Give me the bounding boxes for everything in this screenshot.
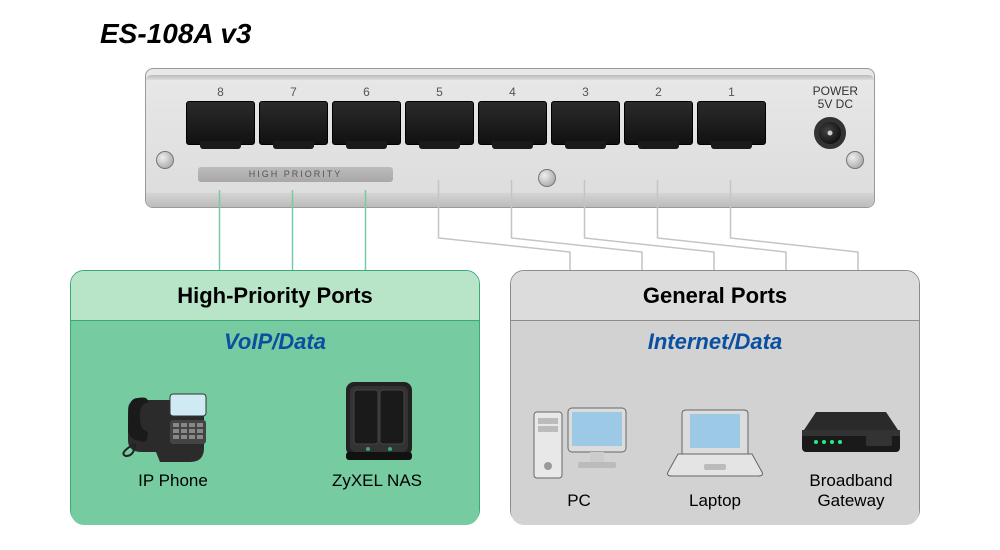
ethernet-port-icon	[332, 101, 401, 145]
screw-middle	[538, 169, 556, 187]
port-8: 8	[186, 101, 255, 151]
port-number: 4	[509, 85, 516, 99]
power-text-2: 5V DC	[818, 97, 853, 111]
general-subtitle: Internet/Data	[648, 329, 782, 355]
port-number: 6	[363, 85, 370, 99]
general-body: Internet/Data PC Laptop BroadbandGateway	[511, 321, 919, 525]
port-number: 5	[436, 85, 443, 99]
product-title: ES-108A v3	[100, 18, 252, 50]
switch-device: 87654321 HIGH PRIORITY POWER 5V DC	[145, 68, 875, 208]
gateway-icon	[796, 365, 906, 465]
port-number: 1	[728, 85, 735, 99]
general-devices: PC Laptop BroadbandGateway	[511, 365, 919, 510]
ethernet-port-icon	[186, 101, 255, 145]
device-nas: ZyXEL NAS	[322, 365, 432, 491]
high-priority-devices: IP Phone ZyXEL NAS	[71, 365, 479, 491]
port-5: 5	[405, 101, 474, 151]
device-label: PC	[567, 491, 591, 511]
port-3: 3	[551, 101, 620, 151]
power-label: POWER 5V DC	[813, 85, 858, 111]
screw-right	[846, 151, 864, 169]
port-1: 1	[697, 101, 766, 151]
device-label: Laptop	[689, 491, 741, 511]
device-label: ZyXEL NAS	[332, 471, 422, 491]
ethernet-port-icon	[624, 101, 693, 145]
port-7: 7	[259, 101, 328, 151]
port-4: 4	[478, 101, 547, 151]
device-pc: PC	[524, 385, 634, 511]
device-gateway: BroadbandGateway	[796, 365, 906, 510]
device-label: IP Phone	[138, 471, 208, 491]
high-priority-subtitle: VoIP/Data	[224, 329, 326, 355]
pc-icon	[524, 385, 634, 485]
high-priority-box: High-Priority Ports VoIP/Data IP Phone Z…	[70, 270, 480, 524]
port-number: 3	[582, 85, 589, 99]
device-label: BroadbandGateway	[809, 471, 892, 510]
screw-left	[156, 151, 174, 169]
laptop-icon	[660, 385, 770, 485]
ethernet-port-icon	[259, 101, 328, 145]
high-priority-strip: HIGH PRIORITY	[198, 167, 393, 182]
port-6: 6	[332, 101, 401, 151]
device-laptop: Laptop	[660, 385, 770, 511]
ethernet-port-icon	[405, 101, 474, 145]
ip-phone-icon	[118, 365, 228, 465]
port-number: 8	[217, 85, 224, 99]
nas-icon	[322, 365, 432, 465]
power-text-1: POWER	[813, 84, 858, 98]
ports-row: 87654321	[186, 101, 766, 151]
general-box: General Ports Internet/Data PC Laptop Br…	[510, 270, 920, 524]
port-2: 2	[624, 101, 693, 151]
general-title: General Ports	[511, 271, 919, 321]
ethernet-port-icon	[551, 101, 620, 145]
high-priority-title: High-Priority Ports	[71, 271, 479, 321]
port-number: 7	[290, 85, 297, 99]
ethernet-port-icon	[697, 101, 766, 145]
port-number: 2	[655, 85, 662, 99]
ethernet-port-icon	[478, 101, 547, 145]
power-jack-icon	[814, 117, 846, 149]
device-ip-phone: IP Phone	[118, 365, 228, 491]
high-priority-body: VoIP/Data IP Phone ZyXEL NAS	[71, 321, 479, 525]
